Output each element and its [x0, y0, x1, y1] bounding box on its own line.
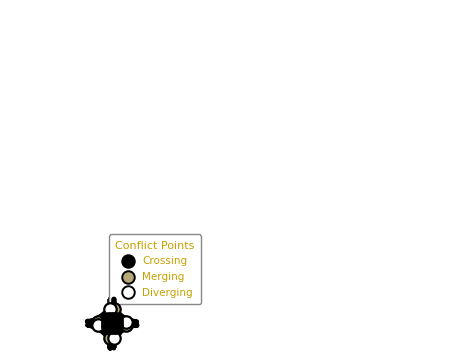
Point [107, 322, 115, 328]
Point [117, 323, 124, 328]
Point [110, 329, 118, 335]
Point [112, 319, 120, 325]
Point [100, 319, 108, 324]
Point [110, 335, 118, 340]
Point [107, 312, 114, 318]
Point [117, 319, 124, 324]
Point [107, 329, 114, 335]
Point [104, 322, 112, 328]
Point [107, 325, 115, 330]
Point [110, 316, 118, 322]
Point [123, 323, 130, 328]
Point [107, 319, 115, 325]
Point [110, 325, 118, 330]
Point [112, 316, 120, 322]
Point [123, 319, 130, 324]
Point [112, 325, 120, 330]
Point [100, 323, 108, 328]
Point [112, 322, 120, 328]
Point [110, 312, 118, 318]
Point [110, 322, 118, 328]
Point [94, 319, 102, 324]
Point [107, 335, 114, 340]
Point [104, 316, 112, 322]
Point [110, 319, 118, 325]
Point [94, 323, 102, 328]
Point [104, 325, 112, 330]
Point [107, 307, 114, 312]
Point [104, 319, 112, 325]
Legend: Crossing, Merging, Diverging: Crossing, Merging, Diverging [109, 235, 201, 304]
Point [110, 307, 118, 312]
Point [107, 316, 115, 322]
